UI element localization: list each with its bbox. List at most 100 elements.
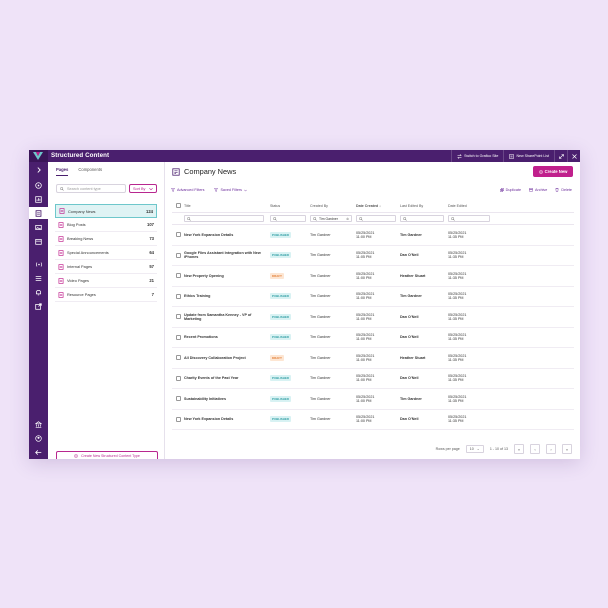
row-checkbox[interactable] <box>175 396 181 402</box>
switch-site-button[interactable]: Switch to Grafico Site <box>451 150 503 162</box>
analytics-icon[interactable] <box>29 193 48 205</box>
content-type-item[interactable]: Resource Pages 7 <box>55 288 157 302</box>
tab-pages[interactable]: Pages <box>56 167 69 176</box>
new-sharepoint-list-button[interactable]: New SharePoint List <box>503 150 554 162</box>
column-date-edited[interactable]: Date Edited <box>448 203 467 208</box>
clear-filter-icon[interactable]: ⊗ <box>346 216 349 221</box>
create-new-button[interactable]: Create New <box>533 166 573 177</box>
left-rail <box>29 162 48 459</box>
content-type-item[interactable]: Company News 124 <box>55 204 157 218</box>
row-title[interactable]: New York Expansion Details <box>184 417 234 422</box>
row-date-created: 05/25/2021 <box>356 292 375 297</box>
row-title[interactable]: Google Flies Assistant Integration with … <box>184 251 261 260</box>
row-last-edited: Tim Gardner <box>400 396 422 401</box>
search-icon <box>273 216 277 221</box>
media-icon[interactable] <box>29 221 48 233</box>
next-page-icon[interactable]: › <box>546 444 556 454</box>
row-checkbox[interactable] <box>175 314 181 320</box>
column-date-created[interactable]: Date Created ↓ <box>356 204 400 208</box>
row-date-edited: 05/25/2021 <box>448 292 467 297</box>
create-content-type-button[interactable]: Create New Structured Content Type <box>56 451 158 459</box>
table-row[interactable]: New Property Opening DRAFT Tim Gardner 05/2… <box>172 266 574 287</box>
date-created-filter-input[interactable] <box>356 215 396 222</box>
column-last-edited[interactable]: Last Edited By <box>400 203 424 208</box>
expand-icon[interactable] <box>554 150 567 162</box>
table-row[interactable]: Charity Events of the Past Year PUBLISHED… <box>172 369 574 389</box>
rows-per-page-select[interactable]: 10 ⌄ <box>465 445 484 453</box>
delete-button[interactable]: Delete <box>555 188 572 192</box>
archive-button[interactable]: Archive <box>529 188 547 192</box>
sort-dropdown[interactable]: Sort By <box>129 184 157 193</box>
row-title[interactable]: Update from Samantha Kenney - VP of Mark… <box>184 312 252 321</box>
content-type-item[interactable]: Internal Pages 57 <box>55 260 157 274</box>
row-checkbox[interactable] <box>175 273 181 279</box>
bell-icon[interactable] <box>29 286 48 298</box>
row-date-edited: 05/25/2021 <box>448 333 467 338</box>
bank-icon[interactable] <box>29 418 48 430</box>
row-title[interactable]: All Discovery Collaboration Project <box>184 355 246 360</box>
select-all-checkbox[interactable] <box>175 203 181 208</box>
row-checkbox[interactable] <box>175 293 181 299</box>
logout-arrow-icon[interactable] <box>29 446 48 458</box>
row-time-created: 11:05 PM <box>356 255 372 260</box>
first-page-icon[interactable]: « <box>514 444 524 454</box>
row-time-edited: 11:35 PM <box>448 275 464 280</box>
collapse-chevron-icon[interactable] <box>29 164 48 176</box>
row-title[interactable]: Ethics Training <box>184 294 211 299</box>
row-title[interactable]: New York Expansion Details <box>184 232 234 237</box>
row-time-created: 11:00 PM <box>356 419 372 424</box>
external-link-icon[interactable] <box>29 300 48 312</box>
status-filter-input[interactable] <box>270 215 306 222</box>
content-type-item[interactable]: Breaking News 73 <box>55 232 157 246</box>
tab-components[interactable]: Components <box>78 167 103 172</box>
content-type-item[interactable]: Blog Posts 107 <box>55 218 157 232</box>
row-title[interactable]: New Property Opening <box>184 273 224 278</box>
row-checkbox[interactable] <box>175 416 181 422</box>
saved-filters-button[interactable]: Saved Filters <box>214 188 247 192</box>
row-checkbox[interactable] <box>175 355 181 361</box>
row-checkbox[interactable] <box>175 375 181 381</box>
content-type-search-input[interactable]: Search content type <box>56 184 126 193</box>
created-by-filter-input[interactable]: Tim Gardner ⊗ <box>310 215 352 222</box>
row-checkbox[interactable] <box>175 252 181 258</box>
content-icon[interactable] <box>29 207 48 219</box>
column-date-created-label: Date Created <box>356 203 379 208</box>
row-title[interactable]: Sustainability Initiatives <box>184 396 227 401</box>
broadcast-icon[interactable] <box>29 258 48 270</box>
user-icon[interactable] <box>29 432 48 444</box>
close-icon[interactable] <box>567 150 580 162</box>
column-created-by[interactable]: Created By <box>310 203 328 208</box>
last-page-icon[interactable]: » <box>562 444 572 454</box>
row-checkbox[interactable] <box>175 334 181 340</box>
row-checkbox[interactable] <box>175 232 181 238</box>
table-row[interactable]: Sustainability Initiatives PUBLISHED Tim G… <box>172 389 574 410</box>
column-status[interactable]: Status <box>270 203 281 208</box>
search-icon <box>313 216 317 221</box>
title-filter-input[interactable] <box>184 215 264 222</box>
row-time-edited: 11:35 PM <box>448 398 464 403</box>
content-type-item[interactable]: Video Pages 21 <box>55 274 157 288</box>
list-icon[interactable] <box>29 272 48 284</box>
row-time-edited: 11:35 PM <box>448 357 464 362</box>
content-type-item[interactable]: Special Announcements 64 <box>55 246 157 260</box>
row-title[interactable]: Charity Events of the Past Year <box>184 376 239 381</box>
calendar-icon[interactable] <box>29 235 48 247</box>
table-row[interactable]: Update from Samantha Kenney - VP of Mark… <box>172 307 574 328</box>
row-last-edited: Heather Stuart <box>400 273 426 278</box>
table-row[interactable]: New York Expansion Details PUBLISHED Tim G… <box>172 225 574 246</box>
table-row[interactable]: Google Flies Assistant Integration with … <box>172 246 574 266</box>
page-icon <box>58 291 64 298</box>
row-title[interactable]: Recent Promotions <box>184 335 218 340</box>
last-edited-filter-input[interactable] <box>400 215 444 222</box>
date-edited-filter-input[interactable] <box>448 215 490 222</box>
status-badge: PUBLISHED <box>270 395 292 402</box>
column-title[interactable]: Title <box>184 203 191 208</box>
table-row[interactable]: New York Expansion Details PUBLISHED Tim G… <box>172 410 574 430</box>
advanced-filters-button[interactable]: Advanced Filters <box>171 188 204 192</box>
table-row[interactable]: All Discovery Collaboration Project DRAFT… <box>172 348 574 369</box>
table-row[interactable]: Recent Promotions PUBLISHED Tim Gardner 05/… <box>172 328 574 348</box>
prev-page-icon[interactable]: ‹ <box>530 444 540 454</box>
dashboard-icon[interactable] <box>29 179 48 191</box>
table-row[interactable]: Ethics Training PUBLISHED Tim Gardner 05/25… <box>172 287 574 307</box>
duplicate-button[interactable]: Duplicate <box>499 188 521 192</box>
